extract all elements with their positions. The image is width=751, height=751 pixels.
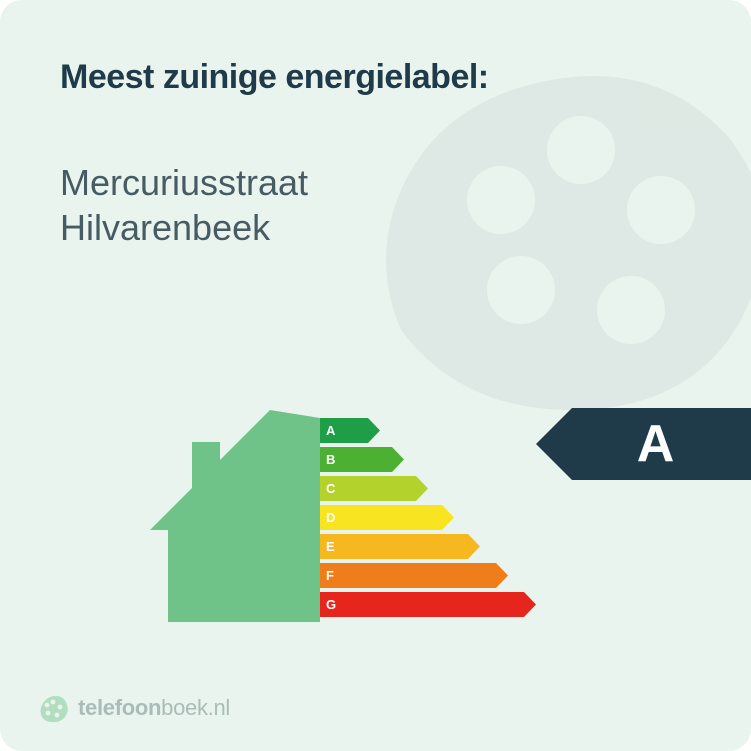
brand-reel-icon (38, 693, 68, 723)
energy-label-chart: ABCDEFG (150, 400, 560, 640)
rating-bar-letter: B (326, 447, 335, 472)
address-block: Mercuriusstraat Hilvarenbeek (60, 160, 308, 250)
selected-rating-letter: A (536, 408, 751, 480)
rating-bar-letter: D (326, 505, 335, 530)
brand-text: telefoonboek.nl (78, 695, 230, 721)
rating-bar-letter: G (326, 592, 336, 617)
card-title: Meest zuinige energielabel: (60, 58, 489, 97)
address-line-1: Mercuriusstraat (60, 160, 308, 205)
energy-label-card: Meest zuinige energielabel: Mercuriusstr… (0, 0, 751, 751)
rating-bar-letter: F (326, 563, 334, 588)
address-line-2: Hilvarenbeek (60, 205, 308, 250)
rating-bar-letter: A (326, 418, 335, 443)
rating-bar-letter: C (326, 476, 335, 501)
footer-brand: telefoonboek.nl (38, 693, 230, 723)
house-icon (150, 400, 320, 640)
rating-bar-letter: E (326, 534, 335, 559)
